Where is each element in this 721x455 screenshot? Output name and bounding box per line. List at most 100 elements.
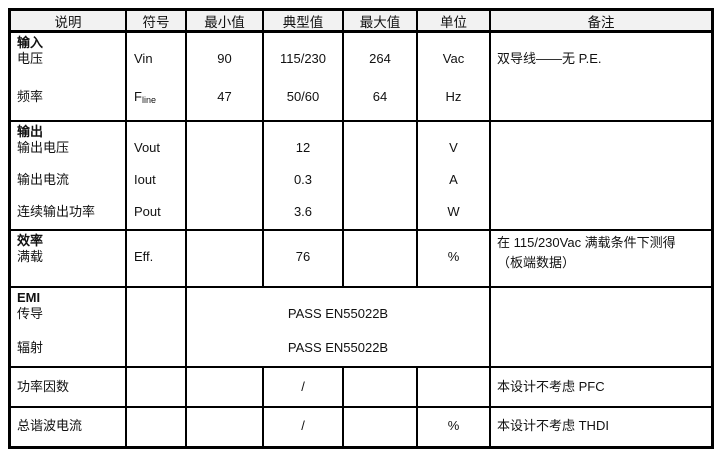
unit-v: V xyxy=(449,140,458,155)
efficiency-remark-cell: 在 115/230Vac 满载条件下测得 （板端数据） xyxy=(491,231,711,288)
row-label-radiated: 辐射 xyxy=(17,340,44,355)
header-cell-description: 说明 xyxy=(11,11,127,33)
header-cell-typical: 典型值 xyxy=(264,11,344,33)
thdi-max-cell xyxy=(344,408,418,446)
value-vout-typ: 12 xyxy=(295,140,311,155)
row-label-frequency: 频率 xyxy=(17,89,44,104)
header-label: 备注 xyxy=(587,14,615,30)
remark-efficiency-line1: 在 115/230Vac 满载条件下测得 xyxy=(497,235,676,250)
thdi-unit-cell: % xyxy=(418,408,491,446)
row-label-conducted: 传导 xyxy=(17,306,44,321)
section-title-efficiency: 效率 xyxy=(17,233,44,248)
symbol-iout: Iout xyxy=(134,172,156,187)
pf-max-cell xyxy=(344,368,418,408)
header-label: 单位 xyxy=(440,14,467,30)
row-label-power-factor: 功率因数 xyxy=(17,379,70,394)
value-iout-typ: 0.3 xyxy=(293,172,313,187)
value-thdi-typ: / xyxy=(301,418,305,433)
efficiency-max-cell xyxy=(344,231,418,288)
pf-description-cell: 功率因数 xyxy=(11,368,127,408)
value-fline-max: 64 xyxy=(372,89,388,104)
thdi-symbol-cell xyxy=(127,408,187,446)
symbol-vin: Vin xyxy=(134,51,153,66)
efficiency-description-cell: 效率 满载 xyxy=(11,231,127,288)
pf-typ-cell: / xyxy=(264,368,344,408)
header-cell-min: 最小值 xyxy=(187,11,264,33)
header-label: 最小值 xyxy=(204,14,245,30)
value-vin-min: 90 xyxy=(217,51,232,66)
output-min-cell xyxy=(187,122,264,231)
pf-symbol-cell xyxy=(127,368,187,408)
spec-table: 说明 符号 最小值 典型值 最大值 单位 备注 输入 电压 频率 Vin Fli… xyxy=(8,8,714,449)
value-fline-min: 47 xyxy=(217,89,232,104)
row-label-voltage: 电压 xyxy=(17,51,44,66)
emi-result-cell: PASS EN55022B PASS EN55022B xyxy=(187,288,491,368)
input-min-cell: 90 47 xyxy=(187,33,264,122)
value-eff-typ: 76 xyxy=(295,249,311,264)
section-title-emi: EMI xyxy=(17,290,41,305)
header-cell-unit: 单位 xyxy=(418,11,491,33)
output-symbol-cell: Vout Iout Pout xyxy=(127,122,187,231)
row-label-vout: 输出电压 xyxy=(17,140,70,155)
value-vin-typ: 115/230 xyxy=(279,51,327,66)
row-label-fullload: 满载 xyxy=(17,249,44,264)
header-label: 典型值 xyxy=(282,14,324,30)
unit-a: A xyxy=(449,172,458,187)
value-pf-typ: / xyxy=(301,379,305,394)
input-symbol-cell: Vin Fline xyxy=(127,33,187,122)
unit-percent: % xyxy=(447,249,460,264)
emi-symbol-cell xyxy=(127,288,187,368)
header-label: 符号 xyxy=(142,14,170,30)
symbol-fline: Fline xyxy=(134,89,156,108)
remark-input: 双导线——无 P.E. xyxy=(497,51,602,66)
row-label-pout: 连续输出功率 xyxy=(17,204,96,219)
input-unit-cell: Vac Hz xyxy=(418,33,491,122)
symbol-fline-sub: line xyxy=(141,95,156,105)
input-remark-cell: 双导线——无 P.E. xyxy=(491,33,711,122)
value-pout-typ: 3.6 xyxy=(293,204,313,219)
section-title-input: 输入 xyxy=(17,35,44,50)
emi-description-cell: EMI 传导 辐射 xyxy=(11,288,127,368)
symbol-pout: Pout xyxy=(134,204,161,219)
header-cell-max: 最大值 xyxy=(344,11,418,33)
output-description-cell: 输出 输出电压 输出电流 连续输出功率 xyxy=(11,122,127,231)
remark-thdi: 本设计不考虑 THDI xyxy=(497,418,609,433)
unit-thdi-percent: % xyxy=(447,418,460,433)
thdi-remark-cell: 本设计不考虑 THDI xyxy=(491,408,711,446)
header-label: 说明 xyxy=(54,14,82,30)
remark-efficiency-line2: （板端数据） xyxy=(497,255,576,270)
output-max-cell xyxy=(344,122,418,231)
output-remark-cell xyxy=(491,122,711,231)
header-cell-remark: 备注 xyxy=(491,11,711,33)
section-title-output: 输出 xyxy=(17,124,44,139)
efficiency-symbol-cell: Eff. xyxy=(127,231,187,288)
header-cell-symbol: 符号 xyxy=(127,11,187,33)
pf-min-cell xyxy=(187,368,264,408)
pf-unit-cell xyxy=(418,368,491,408)
emi-radiated-result: PASS EN55022B xyxy=(287,340,389,355)
unit-w: W xyxy=(447,204,460,219)
thdi-typ-cell: / xyxy=(264,408,344,446)
emi-remark-cell xyxy=(491,288,711,368)
emi-conducted-result: PASS EN55022B xyxy=(287,306,389,321)
unit-vac: Vac xyxy=(442,51,465,66)
symbol-vout: Vout xyxy=(134,140,161,155)
input-max-cell: 264 64 xyxy=(344,33,418,122)
efficiency-min-cell xyxy=(187,231,264,288)
input-description-cell: 输入 电压 频率 xyxy=(11,33,127,122)
value-fline-typ: 50/60 xyxy=(286,89,320,104)
row-label-iout: 输出电流 xyxy=(17,172,70,187)
efficiency-typ-cell: 76 xyxy=(264,231,344,288)
thdi-min-cell xyxy=(187,408,264,446)
symbol-eff: Eff. xyxy=(134,249,154,264)
header-label: 最大值 xyxy=(359,14,401,30)
thdi-description-cell: 总谐波电流 xyxy=(11,408,127,446)
row-label-thdi: 总谐波电流 xyxy=(17,418,83,433)
value-vin-max: 264 xyxy=(369,51,391,66)
pf-remark-cell: 本设计不考虑 PFC xyxy=(491,368,711,408)
output-unit-cell: V A W xyxy=(418,122,491,231)
remark-pf: 本设计不考虑 PFC xyxy=(497,379,605,394)
output-typ-cell: 12 0.3 3.6 xyxy=(264,122,344,231)
input-typ-cell: 115/230 50/60 xyxy=(264,33,344,122)
symbol-fline-main: F xyxy=(134,89,142,104)
